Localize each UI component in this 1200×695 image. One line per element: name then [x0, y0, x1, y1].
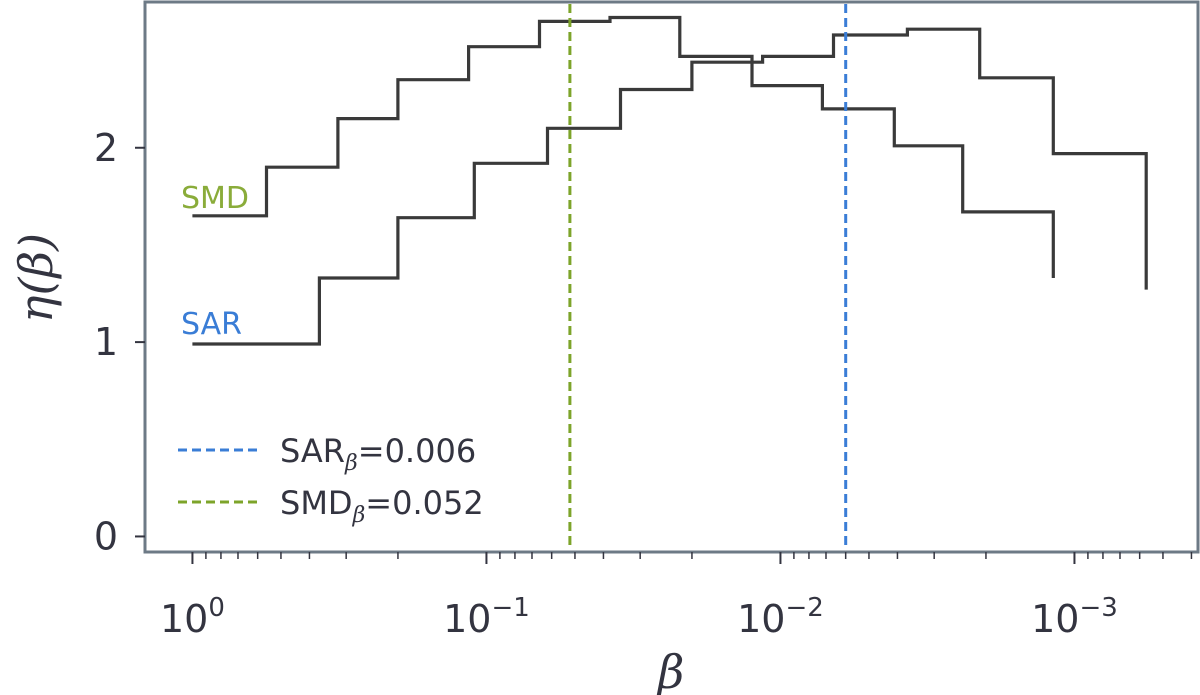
x-tick-label: 100 — [160, 593, 225, 641]
y-axis-title-close: ) — [9, 233, 63, 252]
series-labels: SMD SAR — [181, 181, 249, 342]
x-tick-label: 10−3 — [1031, 593, 1118, 641]
y-tick-label: 0 — [94, 514, 118, 558]
series-label-sar: SAR — [181, 307, 242, 342]
y-axis-title: η(β) — [9, 233, 63, 323]
x-axis-title: β — [656, 645, 685, 695]
legend: SARβ=0.006 SMDβ=0.052 — [178, 432, 484, 528]
x-tick-label: 10−1 — [443, 593, 530, 641]
series-label-smd: SMD — [181, 181, 249, 216]
histogram-sar — [192, 27, 1148, 346]
histogram-smd — [192, 15, 1055, 278]
legend-label-smd: SMDβ=0.052 — [280, 484, 484, 528]
y-tick-label: 2 — [94, 126, 118, 170]
reference-lines — [568, 4, 848, 550]
x-axis-ticks: 100 10−1 10−2 10−3 — [160, 552, 1118, 641]
y-axis-title-base: η( — [9, 276, 63, 323]
x-tick-label: 10−2 — [737, 593, 824, 641]
x-axis-minor-ticks — [205, 552, 1193, 559]
y-axis-title-var: β — [9, 251, 63, 280]
legend-label-sar: SARβ=0.006 — [280, 432, 476, 476]
y-axis-ticks: 0 1 2 — [94, 126, 145, 558]
y-tick-label: 1 — [94, 320, 118, 364]
histogram-lines — [192, 15, 1148, 346]
